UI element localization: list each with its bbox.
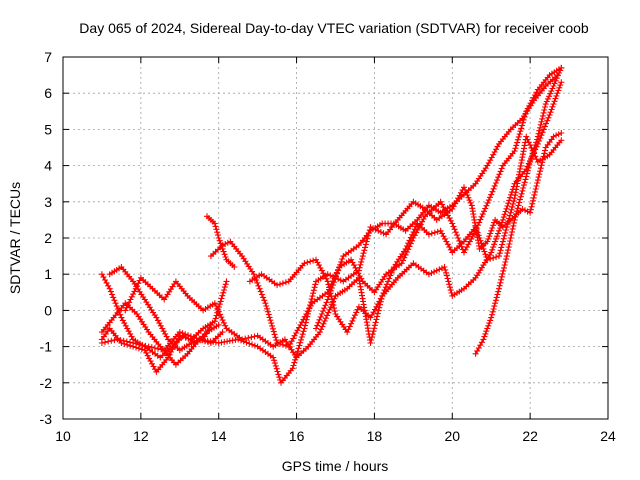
x-tick-label: 22 bbox=[522, 428, 538, 444]
series-markers bbox=[313, 72, 561, 332]
series-11 bbox=[472, 64, 565, 357]
plot-frame bbox=[62, 56, 609, 420]
x-tick-labels: 10 12 14 16 18 20 22 24 bbox=[55, 428, 616, 444]
chart-title: Day 065 of 2024, Sidereal Day-to-day VTE… bbox=[79, 20, 589, 36]
series-9 bbox=[246, 79, 565, 336]
x-tick-label: 20 bbox=[444, 428, 460, 444]
series-markers bbox=[207, 64, 565, 350]
series-5 bbox=[106, 264, 214, 354]
y-tick-label: 5 bbox=[44, 121, 52, 137]
y-tick-label: 6 bbox=[44, 85, 52, 101]
x-tick-label: 14 bbox=[211, 428, 227, 444]
series-group bbox=[98, 64, 565, 386]
series-markers bbox=[246, 79, 565, 336]
x-tick-label: 18 bbox=[367, 428, 383, 444]
y-axis-label: SDTVAR / TECUs bbox=[7, 182, 23, 294]
series-3 bbox=[98, 278, 230, 375]
series-markers bbox=[98, 130, 565, 386]
series-markers bbox=[98, 278, 230, 375]
y-tick-label: -2 bbox=[40, 375, 53, 391]
x-tick-label: 16 bbox=[289, 428, 305, 444]
series-markers bbox=[472, 64, 565, 357]
series-8 bbox=[207, 64, 565, 350]
x-axis-label: GPS time / hours bbox=[282, 458, 389, 474]
y-tick-label: 3 bbox=[44, 194, 52, 210]
y-tick-label: 1 bbox=[44, 266, 52, 282]
y-tick-label: -3 bbox=[40, 411, 53, 427]
series-6 bbox=[122, 133, 565, 361]
series-10 bbox=[313, 72, 561, 332]
y-tick-label: -1 bbox=[40, 339, 53, 355]
x-tick-label: 24 bbox=[600, 428, 616, 444]
series-line bbox=[315, 74, 558, 329]
y-tick-labels: -3 -2 -1 0 1 2 3 4 5 6 7 bbox=[40, 49, 53, 427]
y-tick-label: 4 bbox=[44, 158, 52, 174]
x-tick-label: 10 bbox=[55, 428, 71, 444]
y-tick-label: 2 bbox=[44, 230, 52, 246]
grid bbox=[63, 57, 608, 419]
series-markers bbox=[122, 133, 565, 361]
series-markers bbox=[106, 264, 214, 354]
x-tick-label: 12 bbox=[133, 428, 149, 444]
y-tick-label: 7 bbox=[44, 49, 52, 65]
series-line bbox=[210, 67, 562, 348]
y-tick-label: 0 bbox=[44, 302, 52, 318]
